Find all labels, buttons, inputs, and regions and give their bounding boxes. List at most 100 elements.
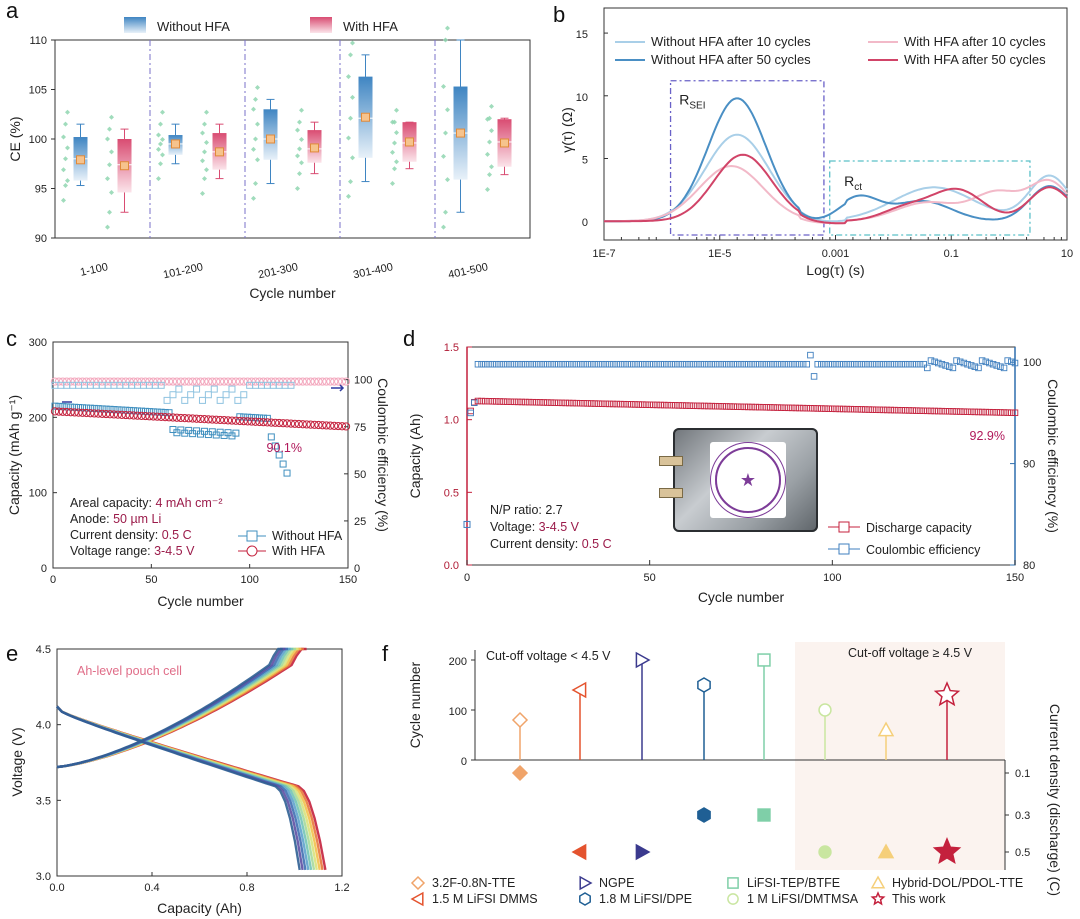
capacity-point	[818, 405, 825, 412]
legend-marker-capacity	[838, 521, 850, 533]
ce-point	[865, 360, 873, 368]
capacity-point	[558, 399, 566, 407]
legend-label: NGPE	[599, 876, 634, 890]
capacity-point	[602, 400, 610, 408]
note-key: Voltage:	[490, 520, 539, 534]
raw-data-point	[105, 224, 110, 230]
without-capacity-point	[149, 408, 157, 416]
note-value: 0.5 C	[582, 537, 612, 551]
with-ce-point	[78, 377, 87, 386]
legend-marker-ce	[838, 543, 850, 555]
capacity-point	[547, 399, 555, 406]
raw-data-point	[295, 127, 300, 133]
y-tick-label: 4.0	[36, 720, 51, 732]
y-tick-label: 95	[35, 184, 47, 196]
with-mean	[405, 137, 414, 147]
ce-point	[1000, 364, 1008, 372]
capacity-point	[595, 400, 602, 407]
with-ce-point	[208, 377, 217, 386]
raw-data-point	[105, 136, 110, 142]
without-ce-point	[157, 381, 165, 389]
x-tick-label: 1.2	[334, 882, 349, 894]
ce-point	[573, 360, 580, 368]
ce-point	[613, 360, 621, 368]
raw-data-point	[156, 132, 161, 138]
x-axis-label: Log(τ) (s)	[806, 262, 864, 278]
ce-point	[810, 373, 818, 380]
ce-point	[836, 360, 843, 368]
capacity-point	[693, 402, 701, 410]
rct-box	[829, 160, 1031, 236]
with-capacity-point	[70, 408, 79, 417]
ce-point	[931, 358, 938, 366]
capacity-point	[573, 399, 580, 407]
capacity-point	[715, 403, 723, 410]
y-tick-label: 1.0	[444, 415, 459, 427]
panel-label-c: c	[6, 326, 17, 351]
raw-data-point	[299, 107, 304, 113]
ce-point	[788, 360, 796, 368]
without-capacity-point	[98, 405, 106, 413]
ce-point	[741, 360, 748, 368]
capacity-point	[489, 398, 496, 405]
ce-point	[715, 360, 723, 368]
ce-point	[938, 360, 946, 368]
with-capacity-point	[227, 416, 237, 425]
legend-label: Without HFA after 10 cycles	[651, 34, 811, 49]
y2-axis-label: Coulombic efficiency (%)	[1045, 379, 1061, 533]
without-capacity-point	[244, 413, 252, 421]
ce-point	[880, 360, 887, 368]
ce-point	[500, 360, 507, 368]
legend-label: Hybrid-DOL/PDOL-TTE	[892, 876, 1023, 890]
with-ce-point	[62, 377, 71, 386]
y-tick-label: 0	[461, 756, 467, 768]
without-capacity-point	[94, 405, 102, 413]
raw-data-point	[65, 109, 70, 115]
with-capacity-point	[161, 413, 170, 422]
capacity-point	[635, 401, 642, 408]
y2-tick-label: 50	[354, 469, 366, 481]
without-capacity-point	[279, 460, 287, 468]
capacity-point	[544, 399, 551, 406]
with-ce-point	[105, 377, 115, 386]
capacity-point	[492, 398, 500, 405]
ce-point	[606, 360, 613, 368]
capacity-point	[628, 401, 635, 408]
ce-point	[894, 360, 902, 368]
ce-point	[540, 360, 547, 368]
ce-point	[785, 360, 792, 368]
without-capacity-point	[236, 413, 244, 421]
ce-point	[905, 360, 913, 368]
discharge-curve	[56, 705, 307, 871]
with-capacity-point	[247, 417, 256, 426]
pouch-tab-negative	[659, 488, 683, 498]
with-capacity-point	[208, 415, 217, 424]
raw-data-point	[63, 121, 68, 127]
ce-point	[759, 360, 767, 368]
note-key: Areal capacity:	[70, 496, 155, 510]
legend-marker	[870, 891, 886, 906]
raw-data-point	[295, 186, 300, 191]
without-capacity-point	[114, 406, 122, 414]
without-capacity-point	[71, 403, 79, 411]
capacity-point	[931, 407, 938, 415]
legend-marker	[579, 892, 591, 906]
ce-point	[821, 360, 829, 368]
with-capacity-point	[129, 411, 138, 420]
without-capacity-point	[106, 405, 114, 413]
raw-data-point	[251, 195, 256, 201]
ce-point	[496, 360, 504, 368]
with-capacity-point	[58, 407, 67, 416]
ce-point	[814, 360, 821, 368]
raw-data-point	[255, 85, 260, 91]
capacity-point	[763, 404, 770, 411]
with-ce-point	[310, 377, 319, 386]
capacity-point	[902, 407, 909, 414]
ce-point	[956, 358, 964, 366]
ce-point	[745, 360, 752, 368]
ce-point	[628, 360, 635, 368]
y-axis-label: Voltage (V)	[9, 727, 25, 796]
without-mean	[361, 112, 370, 122]
without-capacity-point	[252, 414, 260, 422]
capacity-point	[843, 405, 851, 413]
